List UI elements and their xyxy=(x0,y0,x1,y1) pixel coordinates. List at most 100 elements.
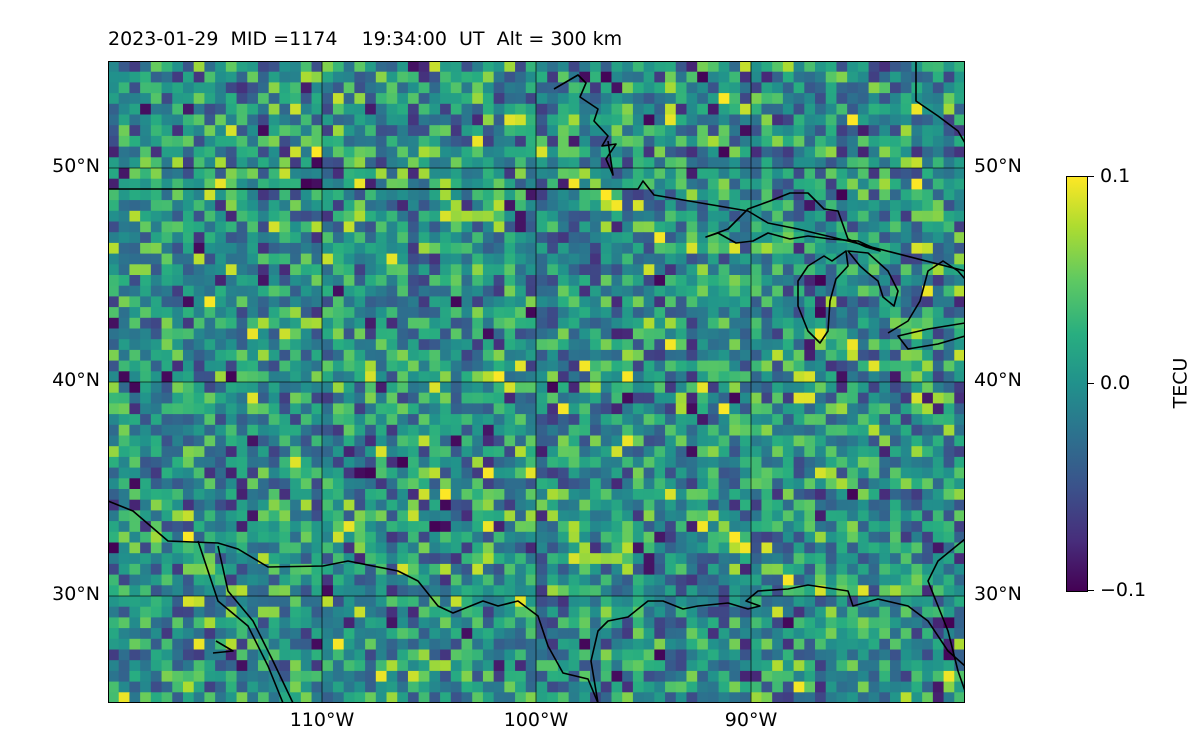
tec-cell xyxy=(718,649,730,661)
tec-cell xyxy=(568,542,580,554)
tec-cell xyxy=(793,617,805,629)
tec-cell xyxy=(632,478,645,490)
tec-cell xyxy=(825,221,837,233)
tec-cell xyxy=(204,585,216,597)
tec-cell xyxy=(922,585,934,597)
tec-cell xyxy=(622,178,634,190)
tec-cell xyxy=(890,189,902,201)
tec-cell xyxy=(793,628,805,640)
tec-cell xyxy=(611,125,623,137)
tec-cell xyxy=(204,499,216,511)
tec-cell xyxy=(429,435,441,447)
tec-cell xyxy=(579,71,591,83)
tec-cell xyxy=(440,146,452,158)
tec-cell xyxy=(504,382,516,394)
tec-cell xyxy=(525,221,537,233)
tec-cell xyxy=(579,446,591,458)
tec-cell xyxy=(536,574,548,586)
tec-cell xyxy=(815,82,827,94)
tec-cell xyxy=(654,253,666,265)
tec-cell xyxy=(472,489,484,501)
tec-cell xyxy=(140,339,152,351)
tec-cell xyxy=(632,521,645,533)
tec-cell xyxy=(568,681,580,693)
tec-cell xyxy=(654,189,666,201)
tec-cell xyxy=(879,178,891,190)
tec-cell xyxy=(493,285,505,297)
tec-cell xyxy=(472,638,484,650)
tec-cell xyxy=(590,125,602,137)
tec-cell xyxy=(482,585,495,597)
tec-cell xyxy=(879,146,891,158)
tec-cell xyxy=(750,553,762,565)
tec-cell xyxy=(697,232,709,244)
tec-cell xyxy=(547,349,559,362)
tec-cell xyxy=(879,670,891,683)
tec-cell xyxy=(836,617,848,629)
tec-cell xyxy=(922,403,934,415)
tec-cell xyxy=(868,424,880,436)
tec-cell xyxy=(290,414,302,426)
tec-cell xyxy=(568,82,580,94)
tec-cell xyxy=(172,617,184,629)
tec-cell xyxy=(193,232,205,244)
tec-cell xyxy=(322,563,334,576)
tec-map[interactable] xyxy=(108,61,965,703)
tec-cell xyxy=(375,264,388,276)
tec-cell xyxy=(675,178,687,190)
tec-cell xyxy=(557,670,570,683)
tec-cell xyxy=(836,125,848,137)
tec-cell xyxy=(279,403,291,415)
tec-cell xyxy=(879,456,891,469)
tec-cell xyxy=(836,660,848,672)
tec-cell xyxy=(847,617,859,629)
tec-cell xyxy=(836,553,848,565)
tec-cell xyxy=(707,232,720,244)
tec-cell xyxy=(440,585,452,597)
tec-cell xyxy=(386,93,398,105)
tec-cell xyxy=(397,489,409,501)
tec-cell xyxy=(707,499,720,511)
tec-cell xyxy=(536,296,548,308)
tec-cell xyxy=(407,168,420,180)
tec-cell xyxy=(632,617,645,629)
tec-cell xyxy=(332,349,345,362)
tec-cell xyxy=(772,349,784,362)
tec-cell xyxy=(868,360,880,372)
tec-cell xyxy=(547,467,559,479)
tec-cell xyxy=(140,242,152,255)
tec-cell xyxy=(140,563,152,576)
tec-cell xyxy=(386,660,398,672)
tec-cell xyxy=(557,307,570,319)
tec-cell xyxy=(547,146,559,158)
tec-cell xyxy=(697,285,709,297)
tec-cell xyxy=(375,328,388,340)
tec-cell xyxy=(525,349,537,362)
tec-cell xyxy=(290,61,302,73)
tec-cell xyxy=(450,521,463,533)
tec-cell xyxy=(729,253,741,265)
tec-cell xyxy=(418,200,430,212)
tec-cell xyxy=(515,103,527,115)
tec-cell xyxy=(504,178,516,190)
tec-cell xyxy=(386,456,398,469)
tec-cell xyxy=(675,189,687,201)
tec-cell xyxy=(386,489,398,501)
tec-cell xyxy=(386,638,398,650)
tec-cell xyxy=(322,521,334,533)
tec-cell xyxy=(954,168,965,180)
tec-cell xyxy=(129,146,141,158)
tec-cell xyxy=(236,638,248,650)
tec-cell xyxy=(161,264,173,276)
tec-cell xyxy=(140,628,152,640)
tec-cell xyxy=(890,649,902,661)
tec-cell xyxy=(579,221,591,233)
tec-cell xyxy=(108,392,120,404)
tec-cell xyxy=(879,349,891,362)
tec-cell xyxy=(825,135,837,148)
tec-cell xyxy=(547,296,559,308)
tec-cell xyxy=(182,296,195,308)
tec-cell xyxy=(932,596,945,608)
tec-cell xyxy=(365,307,377,319)
tec-cell xyxy=(643,103,655,115)
